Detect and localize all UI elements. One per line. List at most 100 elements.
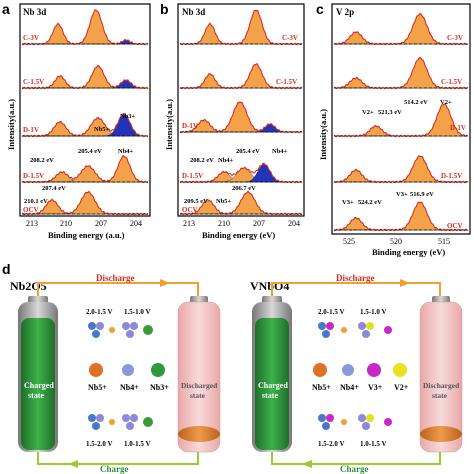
panel-c-xtick-0: 525	[343, 237, 355, 246]
ion-cluster-right-top	[318, 322, 392, 338]
panel-b-xlabel: Binding energy (eV)	[202, 230, 275, 240]
plot-a-envelope-1	[22, 64, 149, 90]
battery-discharged-right	[419, 301, 463, 453]
panel-b-ann-2082: 208.2 eV	[190, 157, 214, 164]
ion-nb3-icon	[151, 363, 165, 377]
ion-cluster-right-bottom	[318, 414, 392, 430]
plot-c-envelope-1	[333, 56, 469, 90]
ion-left-0: Nb5+	[88, 383, 107, 392]
discharge-path-left	[37, 282, 199, 300]
panel-a-ann-2074: 207.4 eV	[42, 185, 66, 192]
ion-v2-icon	[393, 363, 407, 377]
panel-c-ann-v3a: V3+	[342, 199, 354, 206]
ion-right-3: V2+	[394, 383, 409, 392]
panel-a-xtick-0: 213	[26, 219, 38, 228]
plot-b-envelope-3	[179, 162, 303, 184]
panel-b-letter: b	[160, 1, 169, 17]
ion-right-1: Nb4+	[340, 383, 359, 392]
panel-b-row-c15v: C-1.5V	[276, 78, 297, 86]
ion-right-0: Nb5+	[312, 383, 331, 392]
ion-right-2: V3+	[368, 383, 383, 392]
discharge-arrowhead-left	[160, 279, 170, 287]
panel-a-ann-2082: 208.2 eV	[30, 157, 54, 164]
discharged-state-left: Discharged state	[181, 381, 218, 400]
charge-path-left	[37, 452, 199, 465]
panel-b-ylabel: Intensity(a.u.)	[164, 99, 174, 150]
panel-c: c V 2p 525 520 515 Binding energy (eV) I…	[316, 1, 471, 257]
panel-c-element: V 2p	[336, 7, 354, 17]
panel-b-element: Nb 3d	[182, 7, 205, 17]
battery-charged-left	[21, 318, 55, 450]
panel-a-xtick-3: 204	[130, 219, 142, 228]
charge-label-right: Charge	[340, 464, 369, 474]
battery-discharged-left-base	[178, 426, 220, 442]
panel-c-xtick-2: 515	[438, 237, 450, 246]
ion-v3-icon	[367, 363, 381, 377]
plot-b-envelope-1	[179, 62, 303, 90]
plot-b-envelope-4	[179, 190, 303, 216]
volt-top-right-1: 1.5-1.0 V	[360, 308, 387, 316]
charge-path-right	[271, 452, 441, 465]
panel-c-spectra	[333, 12, 469, 232]
plot-a-envelope-2	[21, 112, 149, 138]
panel-c-xtick-1: 520	[390, 237, 402, 246]
charged-state-left: Charged state	[24, 381, 54, 400]
panel-a-element: Nb 3d	[23, 7, 46, 17]
plot-b-envelope-0	[179, 9, 303, 46]
panel-c-ann-5242: 524.2 eV	[358, 199, 382, 206]
panel-b-xtick-1: 210	[218, 219, 230, 228]
panel-a-row-d1v: D-1V	[23, 126, 39, 134]
panel-c-row-c3v: C-3V	[447, 34, 463, 42]
panel-a-xlabel: Binding energy (a.u.)	[48, 230, 125, 240]
ion-nb4-icon-right	[342, 364, 354, 376]
ion-nb5-icon	[89, 363, 103, 377]
panel-c-row-ocv: OCV	[447, 222, 463, 230]
panel-a-ylabel: Intensity(a.u.)	[6, 99, 16, 150]
plot-a-envelope-3	[21, 154, 149, 184]
panel-a-letter: a	[2, 1, 10, 17]
panel-b-frame	[177, 3, 305, 217]
plot-b-envelope-2	[179, 101, 303, 134]
panel-c-row-d1v: D-1V	[450, 124, 466, 132]
panel-d: d Nb2O5 Discharge Charge Charged state Di…	[2, 261, 463, 474]
discharged-state-right: Discharged state	[423, 381, 460, 400]
panel-a-frame	[19, 3, 151, 217]
discharge-path-right	[271, 282, 441, 300]
panel-b-row-d15v: D-1.5V	[182, 172, 203, 180]
panel-c-ann-v2b: V2+	[362, 109, 374, 116]
panel-b-ann-nb4a: Nb4+	[272, 148, 288, 155]
discharge-arrowhead-right	[400, 279, 410, 287]
charge-arrowhead-right	[302, 460, 312, 468]
discharge-label-left: Discharge	[96, 273, 135, 283]
panel-a-ann-nb4b: Nb4+	[118, 148, 134, 155]
volt-bottom-right-0: 1.5-2.0 V	[318, 440, 345, 448]
panel-a: a Nb 3d 213 210 207 204 Binding energy (…	[2, 1, 151, 240]
panel-b-xtick-2: 207	[253, 219, 265, 228]
charge-label-left: Charge	[100, 464, 129, 474]
ion-left-2: Nb3+	[150, 383, 169, 392]
scheme-vnbo4: VNbO4 Discharge Charge Charged state Disc…	[250, 273, 463, 474]
panel-c-ann-v2a: V2+	[440, 99, 452, 106]
panel-b-row-c3v: C-3V	[282, 34, 298, 42]
scheme-left-title: Nb2O5	[10, 279, 47, 293]
panel-a-ann-nb5: Nb5+	[94, 126, 110, 133]
ion-cluster-left-bottom	[88, 414, 153, 430]
panel-b-row-ocv: OCV	[182, 206, 198, 214]
charge-arrowhead-left	[68, 460, 78, 468]
panel-a-xtick-2: 207	[95, 219, 107, 228]
ion-cluster-left-top	[88, 322, 153, 338]
panel-b-xtick-3: 204	[288, 219, 300, 228]
ion-nb5-icon-right	[313, 363, 327, 377]
volt-top-left-0: 2.0-1.5 V	[86, 308, 113, 316]
battery-discharged-right-base	[420, 426, 462, 442]
volt-bottom-left-1: 1.0-1.5 V	[124, 440, 151, 448]
panel-c-frame	[331, 3, 471, 235]
panel-c-ann-5213: 521.3 eV	[378, 109, 402, 116]
panel-b-spectra	[179, 9, 303, 216]
volt-top-right-0: 2.0-1.5 V	[318, 308, 345, 316]
battery-charged-right	[255, 318, 289, 450]
panel-c-letter: c	[316, 1, 324, 17]
ion-nb4-icon	[122, 364, 134, 376]
volt-top-left-1: 1.5-1.0 V	[124, 308, 151, 316]
